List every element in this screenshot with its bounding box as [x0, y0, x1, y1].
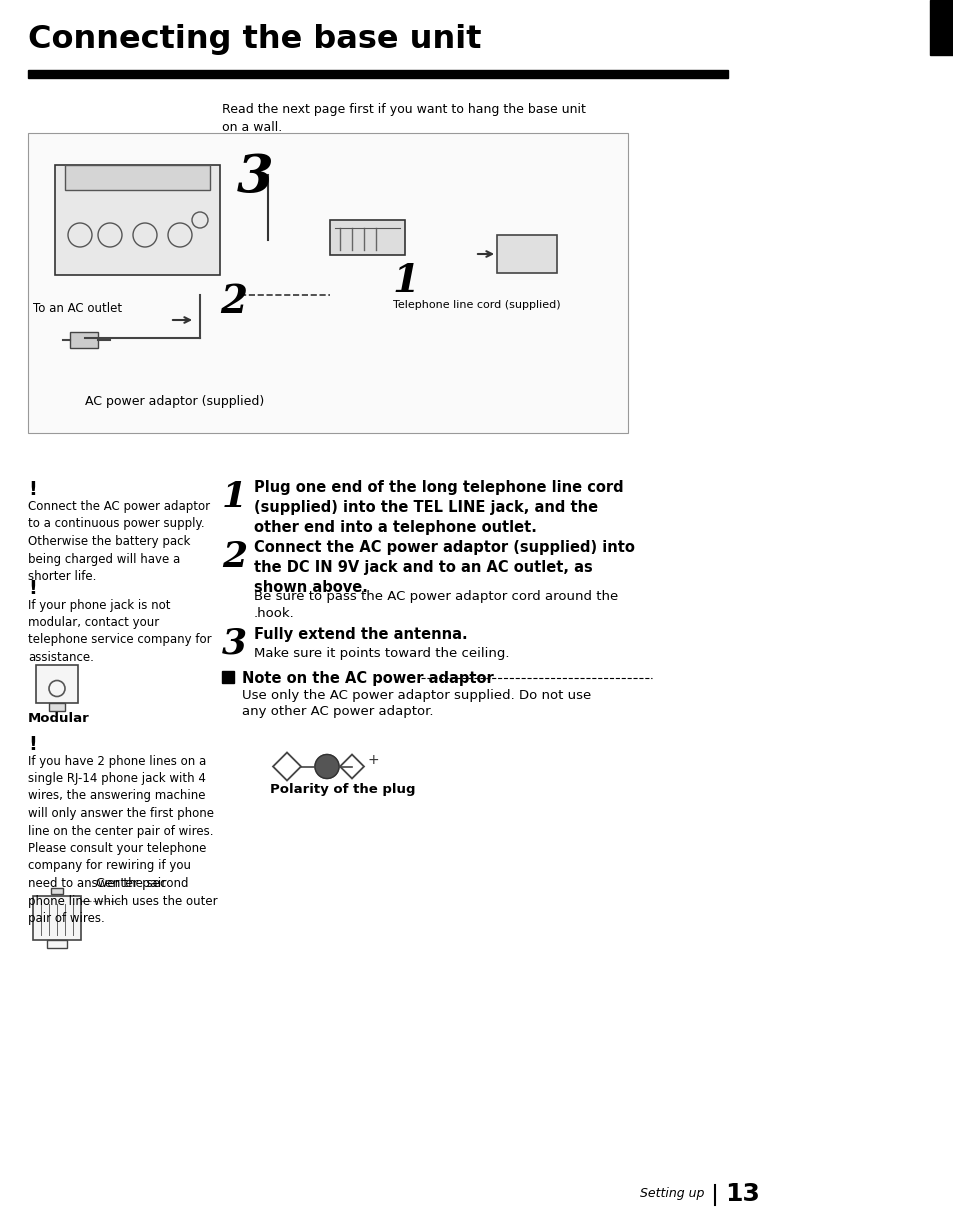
Text: 3: 3	[236, 152, 274, 203]
Circle shape	[314, 755, 338, 779]
Text: Read the next page first if you want to hang the base unit
on a wall.: Read the next page first if you want to …	[222, 103, 585, 135]
Bar	[51, 888, 63, 894]
Bar	[28, 133, 627, 433]
Text: AC power adaptor (supplied): AC power adaptor (supplied)	[85, 395, 264, 408]
Text: Setting up: Setting up	[639, 1188, 703, 1200]
Bar	[28, 70, 727, 78]
Text: Modular: Modular	[28, 713, 90, 725]
Text: 13: 13	[724, 1181, 760, 1206]
Bar	[65, 165, 210, 190]
Text: Connect the AC power adaptor
to a continuous power supply.
Otherwise the battery: Connect the AC power adaptor to a contin…	[28, 500, 210, 583]
Bar	[222, 670, 233, 682]
Text: Use only the AC power adaptor supplied. Do not use
any other AC power adaptor.: Use only the AC power adaptor supplied. …	[242, 689, 591, 718]
Text: Be sure to pass the AC power adaptor cord around the
.hook.: Be sure to pass the AC power adaptor cor…	[253, 589, 618, 620]
Text: !: !	[28, 479, 37, 499]
Bar	[70, 331, 98, 349]
Text: 2: 2	[222, 541, 247, 574]
Text: Make sure it points toward the ceiling.: Make sure it points toward the ceiling.	[253, 647, 509, 660]
Text: Connecting the base unit: Connecting the base unit	[28, 24, 481, 55]
Text: !: !	[28, 578, 37, 598]
Text: Plug one end of the long telephone line cord
(supplied) into the TEL LINE jack, : Plug one end of the long telephone line …	[253, 479, 623, 534]
Bar	[330, 220, 405, 256]
Text: Polarity of the plug: Polarity of the plug	[270, 784, 416, 796]
Text: If you have 2 phone lines on a
single RJ-14 phone jack with 4
wires, the answeri: If you have 2 phone lines on a single RJ…	[28, 755, 217, 925]
Text: Fully extend the antenna.: Fully extend the antenna.	[253, 627, 467, 642]
Text: +: +	[368, 753, 379, 768]
Bar	[929, 0, 953, 55]
Text: Telephone line cord (supplied): Telephone line cord (supplied)	[393, 300, 560, 309]
Bar	[55, 165, 220, 275]
Bar	[36, 664, 78, 702]
Text: Center pair: Center pair	[96, 877, 166, 890]
Bar	[47, 939, 67, 948]
Text: 1: 1	[222, 479, 247, 514]
Text: Connect the AC power adaptor (supplied) into
the DC IN 9V jack and to an AC outl: Connect the AC power adaptor (supplied) …	[253, 541, 634, 594]
Text: 2: 2	[220, 283, 247, 320]
Bar	[33, 895, 81, 939]
Bar	[49, 702, 65, 711]
Text: !: !	[28, 735, 37, 753]
Text: 1: 1	[392, 262, 418, 300]
Bar	[497, 235, 557, 273]
Text: If your phone jack is not
modular, contact your
telephone service company for
as: If your phone jack is not modular, conta…	[28, 598, 212, 664]
Text: Note on the AC power adaptor: Note on the AC power adaptor	[242, 670, 494, 686]
Text: 3: 3	[222, 627, 247, 660]
Text: To an AC outlet: To an AC outlet	[33, 302, 122, 316]
